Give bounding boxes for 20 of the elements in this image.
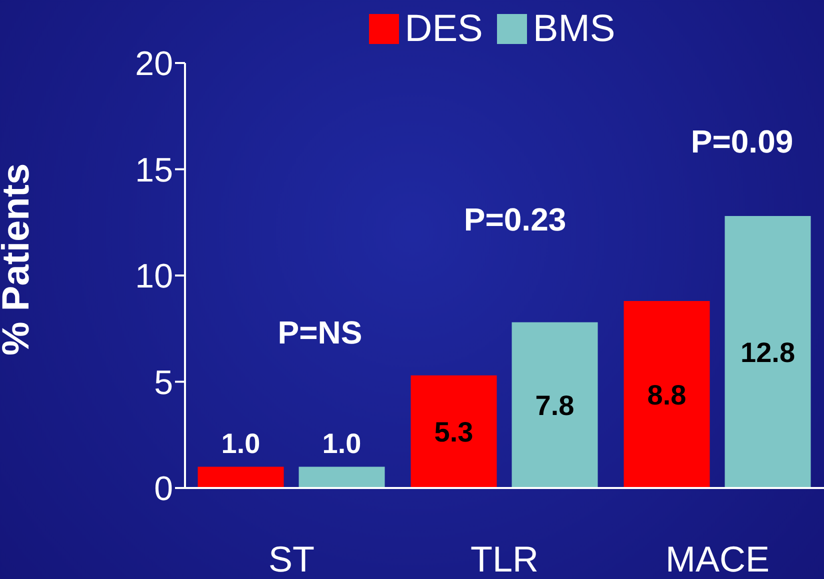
x-tick-label: ST bbox=[268, 538, 315, 579]
data-label: 12.8 bbox=[740, 337, 796, 368]
data-label: 7.8 bbox=[535, 390, 574, 422]
annotation: P=0.09 bbox=[690, 124, 794, 160]
data-label: 8.8 bbox=[647, 380, 686, 410]
data-label: 1.0 bbox=[221, 428, 260, 459]
data-label: 5.3 bbox=[434, 416, 474, 448]
legend-label: DES bbox=[404, 7, 483, 52]
legend-label: BMS bbox=[532, 7, 616, 52]
annotation: P=NS bbox=[278, 314, 362, 352]
x-tick-label: TLR bbox=[470, 538, 539, 579]
annotation: P=0.23 bbox=[464, 202, 566, 238]
y-tick-label: 20 bbox=[135, 45, 173, 84]
y-axis-title: % Patients bbox=[0, 163, 38, 356]
y-tick-label: 15 bbox=[135, 151, 173, 190]
y-tick-label: 10 bbox=[135, 258, 173, 296]
y-tick-label: 0 bbox=[154, 470, 173, 508]
data-label: 1.0 bbox=[322, 428, 362, 459]
x-tick-label: MACE bbox=[665, 538, 770, 579]
y-tick-label: 5 bbox=[154, 364, 173, 402]
